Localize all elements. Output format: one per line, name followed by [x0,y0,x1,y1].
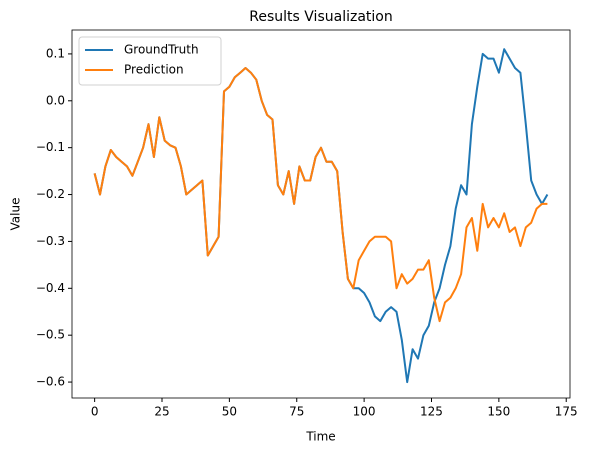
legend-box [78,36,222,86]
x-tick-label: 150 [487,405,510,419]
y-tick-label: −0.5 [36,328,65,342]
y-tick-label: 0.0 [46,93,65,107]
x-tick-label: 75 [289,405,304,419]
line-series [93,67,548,323]
x-tick-label: 0 [91,405,99,419]
chart-title: Results Visualization [249,9,392,25]
y-axis-label: Value [9,198,23,231]
y-tick-label: −0.2 [36,187,65,201]
x-tick-label: 25 [154,405,169,419]
y-tick-label: −0.6 [36,375,65,389]
plot-frame [71,29,571,399]
line-series [93,48,549,384]
x-axis-label: Time [305,430,335,444]
legend: GroundTruth Prediction [78,36,222,86]
x-tick-label: 100 [353,405,376,419]
y-tick-label: −0.1 [36,140,65,154]
legend-label: GroundTruth [124,43,199,57]
x-tick-label: 50 [222,405,237,419]
legend-label: Prediction [124,63,184,77]
x-tick-label: 175 [555,405,578,419]
y-tick-label: −0.3 [36,234,65,248]
y-tick-label: 0.1 [46,46,65,60]
y-tick-label: −0.4 [36,281,65,295]
x-tick-label: 125 [420,405,443,419]
